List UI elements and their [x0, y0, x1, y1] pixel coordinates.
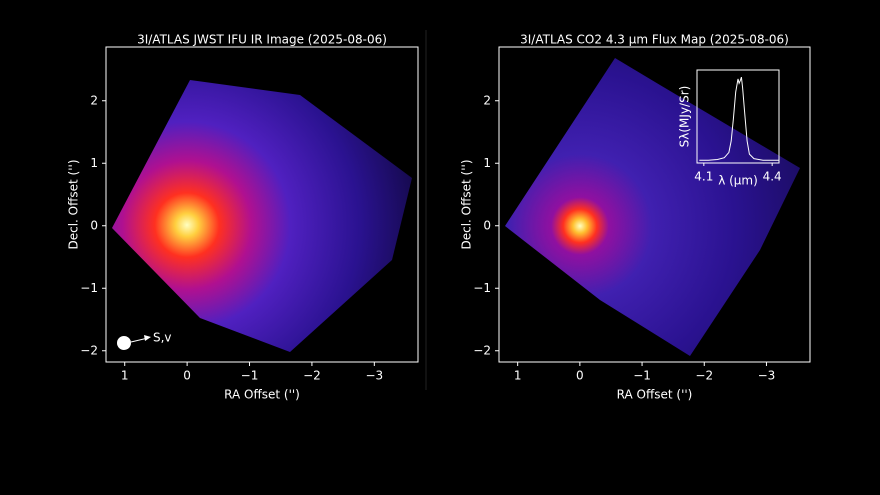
y-tick-label: −1 [80, 281, 98, 295]
arrow-head [144, 335, 151, 341]
y-axis-label: Decl. Offset ('') [460, 159, 474, 249]
y-tick-label: 0 [483, 218, 491, 232]
chart-title: 3I/ATLAS JWST IFU IR Image (2025-08-06) [137, 33, 387, 47]
x-tick-label: −3 [365, 369, 383, 383]
y-tick-label: 1 [90, 156, 98, 170]
axes-frame [105, 46, 419, 363]
x-tick-label: 4.4 [763, 170, 782, 184]
x-axis-label: RA Offset ('') [617, 388, 693, 402]
x-tick-label: −1 [633, 369, 651, 383]
y-tick-label: 2 [483, 93, 491, 107]
y-axis-label: Decl. Offset ('') [67, 159, 81, 249]
x-axis-label: λ (µm) [718, 174, 758, 188]
x-axis-label: RA Offset ('') [224, 388, 300, 402]
x-tick-label: −1 [241, 369, 259, 383]
x-tick-label: 0 [183, 369, 191, 383]
y-tick-label: 2 [90, 93, 98, 107]
x-tick-label: 1 [514, 369, 522, 383]
inset-frame [696, 69, 780, 164]
y-tick-label: −2 [80, 343, 98, 357]
x-tick-label: 4.1 [694, 170, 713, 184]
x-tick-label: −3 [758, 369, 776, 383]
y-tick-label: −1 [473, 281, 491, 295]
y-tick-label: 1 [483, 156, 491, 170]
y-axis-label: Sλ(MJy/Sr) [678, 86, 692, 148]
annotation: S,v [153, 331, 172, 345]
ir-image [112, 80, 412, 352]
axes-frame [498, 46, 811, 363]
x-tick-label: −2 [695, 369, 713, 383]
chart-title: 3I/ATLAS CO2 4.3 µm Flux Map (2025-08-06… [520, 33, 789, 47]
sun-marker [117, 336, 131, 350]
x-tick-label: 1 [121, 369, 129, 383]
x-tick-label: 0 [576, 369, 584, 383]
spectrum-line [699, 76, 779, 161]
x-tick-label: −2 [303, 369, 321, 383]
co2-image [505, 58, 800, 356]
y-tick-label: −2 [473, 343, 491, 357]
y-tick-label: 0 [90, 218, 98, 232]
